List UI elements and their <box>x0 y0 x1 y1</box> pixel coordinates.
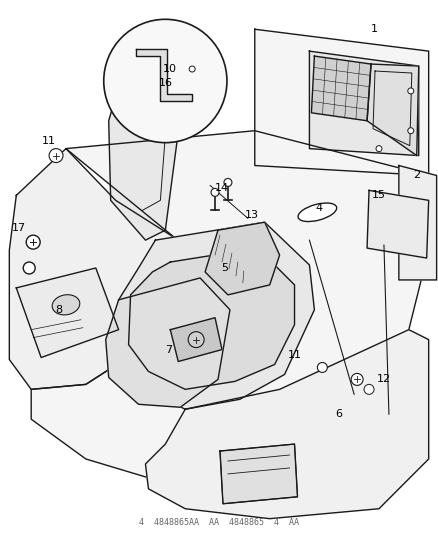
Text: 8: 8 <box>55 305 63 315</box>
Text: 13: 13 <box>244 210 258 220</box>
Text: 1: 1 <box>370 24 377 34</box>
Text: 17: 17 <box>12 223 26 233</box>
Polygon shape <box>219 444 297 504</box>
Text: 15: 15 <box>371 190 385 200</box>
Text: 16: 16 <box>158 78 172 88</box>
Circle shape <box>189 66 195 72</box>
Text: 6: 6 <box>335 409 342 419</box>
Text: 14: 14 <box>215 183 229 193</box>
Polygon shape <box>31 131 427 489</box>
Text: 11: 11 <box>287 350 301 360</box>
Text: 12: 12 <box>376 374 390 384</box>
Circle shape <box>211 188 219 196</box>
Text: 11: 11 <box>42 136 56 146</box>
Circle shape <box>49 149 63 163</box>
Polygon shape <box>170 318 222 361</box>
Polygon shape <box>205 222 279 295</box>
Polygon shape <box>398 166 436 280</box>
Circle shape <box>407 128 413 134</box>
Polygon shape <box>109 59 185 240</box>
Circle shape <box>103 19 226 143</box>
Polygon shape <box>366 64 418 156</box>
Circle shape <box>26 235 40 249</box>
Text: 4: 4 <box>315 203 322 213</box>
Circle shape <box>407 88 413 94</box>
Polygon shape <box>9 149 175 389</box>
Circle shape <box>350 374 362 385</box>
Circle shape <box>375 146 381 151</box>
Text: 7: 7 <box>164 344 172 354</box>
Circle shape <box>317 362 327 373</box>
Text: 2: 2 <box>412 171 419 181</box>
Ellipse shape <box>52 295 80 315</box>
Circle shape <box>188 332 204 348</box>
Circle shape <box>223 179 231 187</box>
Polygon shape <box>135 49 192 101</box>
Polygon shape <box>145 330 427 519</box>
Polygon shape <box>16 268 118 358</box>
Polygon shape <box>106 278 230 407</box>
Text: 4  4848865AA  AA  4848865  4  AA: 4 4848865AA AA 4848865 4 AA <box>139 518 299 527</box>
Polygon shape <box>309 51 418 156</box>
Circle shape <box>363 384 373 394</box>
Circle shape <box>23 262 35 274</box>
Ellipse shape <box>297 203 336 222</box>
Text: 5: 5 <box>221 263 228 273</box>
Text: 10: 10 <box>163 64 177 74</box>
Polygon shape <box>311 56 370 121</box>
Polygon shape <box>118 222 314 409</box>
Polygon shape <box>366 190 427 258</box>
Polygon shape <box>128 248 294 389</box>
Polygon shape <box>254 29 427 175</box>
